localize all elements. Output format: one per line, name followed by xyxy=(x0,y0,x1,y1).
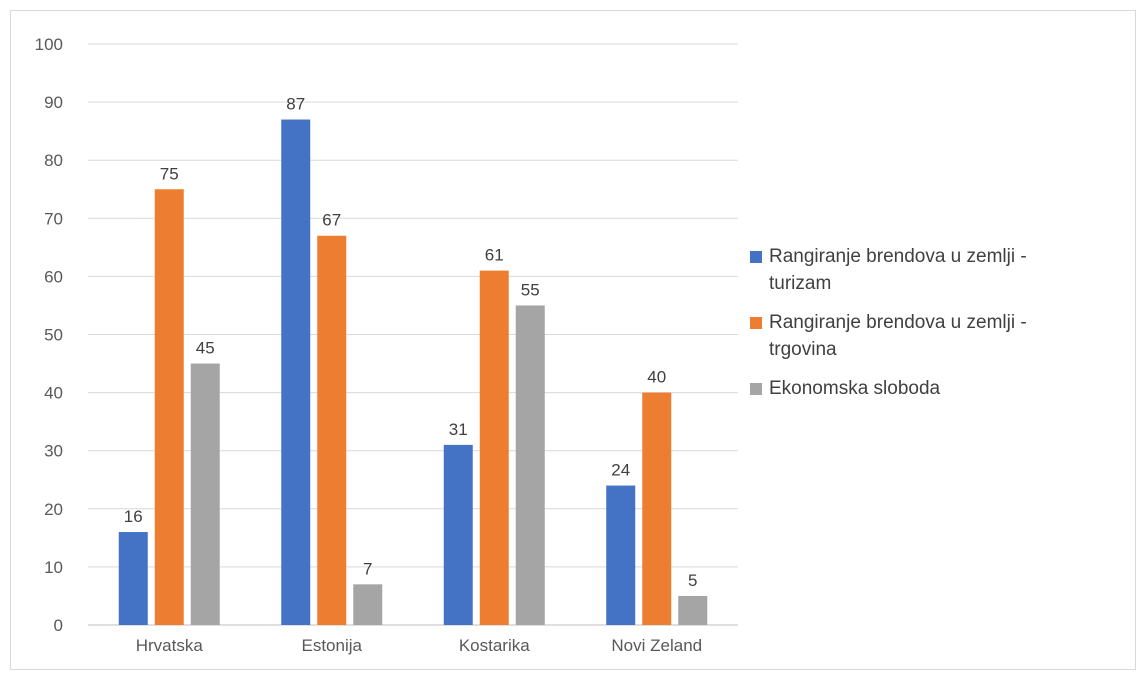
gridlines xyxy=(88,43,738,626)
data-label: 40 xyxy=(647,368,666,387)
x-tick-label: Hrvatska xyxy=(136,636,204,655)
data-label: 5 xyxy=(688,571,697,590)
bar-3-novi-zeland xyxy=(678,595,708,625)
data-label: 45 xyxy=(196,339,215,358)
legend-item-series-3: Ekonomska sloboda xyxy=(750,375,1050,402)
x-axis-ticks: Hrvatska Estonija Kostarika Novi Zeland xyxy=(136,636,702,655)
bars xyxy=(118,119,708,626)
data-label: 16 xyxy=(124,507,143,526)
bar-3-hrvatska xyxy=(190,363,220,625)
data-labels: 16 75 45 87 67 7 31 61 55 24 40 5 xyxy=(124,95,698,590)
y-tick-label: 30 xyxy=(44,442,63,461)
legend-label-series-3: Ekonomska sloboda xyxy=(769,378,941,399)
y-tick-label: 90 xyxy=(44,93,63,112)
y-tick-label: 100 xyxy=(35,35,63,54)
legend-swatch-series-3 xyxy=(750,383,762,395)
legend-item-series-2: Rangiranje brendova u zemlji - trgovina xyxy=(750,309,1050,363)
bar-3-kostarika xyxy=(515,305,545,625)
data-label: 24 xyxy=(611,461,630,480)
bar-2-estonija xyxy=(317,235,347,626)
bar-2-kostarika xyxy=(479,270,509,625)
bar-1-estonija xyxy=(281,119,311,625)
legend-swatch-series-2 xyxy=(750,317,762,329)
legend-label-series-1: Rangiranje brendova u zemlji - turizam xyxy=(769,246,1027,294)
y-tick-label: 70 xyxy=(44,209,63,228)
y-tick-label: 60 xyxy=(44,267,63,286)
data-label: 87 xyxy=(286,95,305,114)
bar-2-novi-zeland xyxy=(642,392,672,625)
legend: Rangiranje brendova u zemlji - turizam R… xyxy=(750,243,1050,414)
data-label: 61 xyxy=(485,246,504,265)
bar-1-novi-zeland xyxy=(606,485,636,625)
x-tick-label: Estonija xyxy=(302,636,363,655)
bar-3-estonija xyxy=(353,584,383,625)
legend-item-series-1: Rangiranje brendova u zemlji - turizam xyxy=(750,243,1050,297)
y-tick-label: 80 xyxy=(44,151,63,170)
data-label: 75 xyxy=(160,164,179,183)
data-label: 55 xyxy=(521,280,540,299)
x-tick-label: Kostarika xyxy=(459,636,530,655)
x-tick-label: Novi Zeland xyxy=(611,636,702,655)
legend-label-series-2: Rangiranje brendova u zemlji - trgovina xyxy=(769,312,1027,360)
y-axis-ticks: 0 10 20 30 40 50 60 70 80 90 100 xyxy=(35,35,63,635)
bar-1-hrvatska xyxy=(118,532,148,625)
y-tick-label: 40 xyxy=(44,384,63,403)
y-tick-label: 0 xyxy=(54,616,63,635)
y-tick-label: 10 xyxy=(44,558,63,577)
y-tick-label: 20 xyxy=(44,500,63,519)
y-tick-label: 50 xyxy=(44,326,63,345)
bar-2-hrvatska xyxy=(154,189,184,625)
legend-swatch-series-1 xyxy=(750,251,762,263)
data-label: 67 xyxy=(322,211,341,230)
bar-1-kostarika xyxy=(443,444,473,625)
data-label: 31 xyxy=(449,420,468,439)
data-label: 7 xyxy=(363,559,372,578)
